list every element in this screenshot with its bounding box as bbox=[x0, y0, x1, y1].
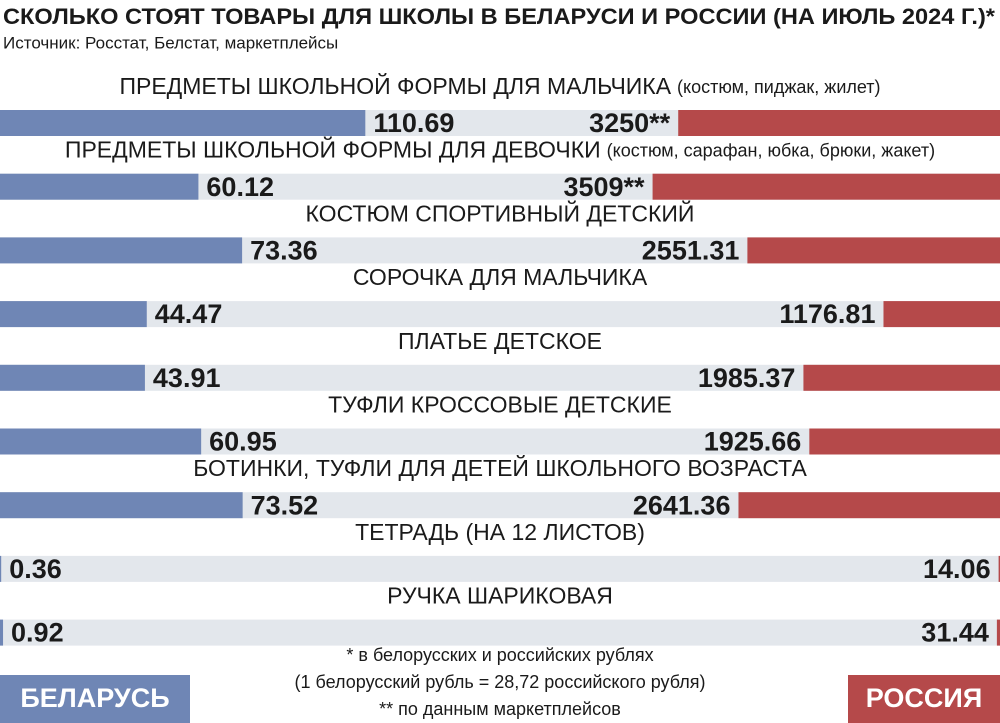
bar bbox=[803, 364, 1000, 391]
bar bbox=[0, 555, 2, 582]
value-label: 2641.36 bbox=[633, 490, 731, 520]
bar-track bbox=[0, 555, 1000, 582]
category-label: СОРОЧКА ДЛЯ МАЛЬЧИКА bbox=[353, 264, 648, 290]
value-label: 0.36 bbox=[9, 554, 62, 584]
category-note: (костюм, пиджак, жилет) bbox=[677, 77, 880, 97]
value-label: 73.52 bbox=[251, 490, 319, 520]
category-label: ТЕТРАДЬ (НА 12 ЛИСТОВ) bbox=[355, 519, 645, 545]
category-label: РУЧКА ШАРИКОВАЯ bbox=[387, 583, 613, 609]
bar bbox=[0, 110, 366, 136]
category-note: (костюм, сарафан, юбка, брюки, жакет) bbox=[607, 140, 935, 160]
footnote: (1 белорусский рубль = 28,72 российского… bbox=[295, 672, 706, 692]
category-name: ТУФЛИ КРОССОВЫЕ ДЕТСКИЕ bbox=[328, 392, 672, 418]
bar bbox=[0, 301, 147, 328]
bar bbox=[0, 619, 4, 646]
category-label: ТУФЛИ КРОССОВЫЕ ДЕТСКИЕ bbox=[328, 392, 672, 418]
category-label: ПЛАТЬЕ ДЕТСКОЕ bbox=[398, 328, 602, 354]
bar bbox=[809, 428, 1000, 455]
bar bbox=[0, 492, 243, 519]
bar-track bbox=[0, 619, 1000, 646]
bar bbox=[0, 237, 243, 264]
category-label: КОСТЮМ СПОРТИВНЫЙ ДЕТСКИЙ bbox=[306, 199, 695, 226]
category-name: ТЕТРАДЬ (НА 12 ЛИСТОВ) bbox=[355, 519, 645, 545]
value-label: 60.95 bbox=[209, 427, 277, 457]
category-name: КОСТЮМ СПОРТИВНЫЙ ДЕТСКИЙ bbox=[306, 199, 695, 226]
footnote: ** по данным маркетплейсов bbox=[379, 699, 621, 719]
category-name: ПЛАТЬЕ ДЕТСКОЕ bbox=[398, 328, 602, 354]
value-label: 1176.81 bbox=[779, 299, 875, 329]
legend-swatch bbox=[848, 675, 1000, 723]
bar-track bbox=[0, 301, 1000, 328]
bar bbox=[883, 301, 1000, 328]
value-label: 1925.66 bbox=[704, 427, 802, 457]
value-label: 14.06 bbox=[923, 554, 991, 584]
value-label: 43.91 bbox=[153, 363, 221, 393]
value-label: 3250** bbox=[589, 108, 671, 138]
category-name: РУЧКА ШАРИКОВАЯ bbox=[387, 583, 613, 609]
value-label: 0.92 bbox=[11, 618, 64, 648]
value-label: 1985.37 bbox=[698, 363, 796, 393]
value-label: 2551.31 bbox=[642, 236, 740, 266]
category-name: БОТИНКИ, ТУФЛИ ДЛЯ ДЕТЕЙ ШКОЛЬНОГО ВОЗРА… bbox=[193, 454, 807, 481]
category-name: СОРОЧКА ДЛЯ МАЛЬЧИКА bbox=[353, 264, 648, 290]
bar bbox=[996, 619, 1000, 646]
chart-subtitle: Источник: Росстат, Белстат, маркетплейсы bbox=[3, 33, 338, 52]
value-label: 73.36 bbox=[250, 236, 318, 266]
legend-label: БЕЛАРУСЬ bbox=[20, 683, 169, 713]
category-label: БОТИНКИ, ТУФЛИ ДЛЯ ДЕТЕЙ ШКОЛЬНОГО ВОЗРА… bbox=[193, 454, 807, 481]
chart-title: СКОЛЬКО СТОЯТ ТОВАРЫ ДЛЯ ШКОЛЫ В БЕЛАРУС… bbox=[3, 4, 995, 29]
value-label: 60.12 bbox=[206, 172, 274, 202]
bar bbox=[0, 364, 145, 391]
bar bbox=[0, 428, 202, 455]
value-label: 31.44 bbox=[921, 618, 989, 648]
value-label: 44.47 bbox=[155, 299, 223, 329]
category-name: ПРЕДМЕТЫ ШКОЛЬНОЙ ФОРМЫ ДЛЯ МАЛЬЧИКА bbox=[119, 72, 671, 99]
legend-swatch bbox=[0, 675, 190, 723]
footnote: * в белорусских и российских рублях bbox=[346, 645, 653, 665]
bar bbox=[738, 492, 1000, 519]
bar bbox=[0, 173, 199, 200]
bar bbox=[998, 555, 1000, 582]
bar bbox=[678, 110, 1000, 136]
value-label: 110.69 bbox=[373, 108, 454, 138]
value-label: 3509** bbox=[563, 172, 645, 202]
bar bbox=[652, 173, 1000, 200]
bar bbox=[747, 237, 1000, 264]
category-label: ПРЕДМЕТЫ ШКОЛЬНОЙ ФОРМЫ ДЛЯ МАЛЬЧИКА (кос… bbox=[119, 72, 880, 99]
category-label: ПРЕДМЕТЫ ШКОЛЬНОЙ ФОРМЫ ДЛЯ ДЕВОЧКИ (кост… bbox=[65, 136, 935, 163]
category-name: ПРЕДМЕТЫ ШКОЛЬНОЙ ФОРМЫ ДЛЯ ДЕВОЧКИ bbox=[65, 136, 601, 163]
legend-label: РОССИЯ bbox=[866, 683, 982, 713]
